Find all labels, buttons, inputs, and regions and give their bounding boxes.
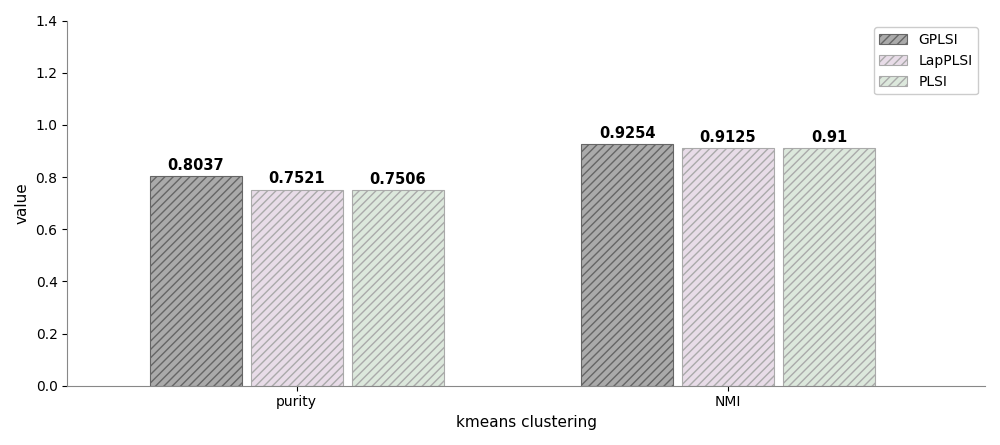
- X-axis label: kmeans clustering: kmeans clustering: [456, 415, 597, 430]
- Bar: [150, 176, 242, 386]
- Bar: [783, 148, 875, 386]
- Bar: [352, 190, 444, 386]
- Text: 0.7506: 0.7506: [369, 172, 426, 187]
- Text: 0.7521: 0.7521: [268, 171, 325, 186]
- Bar: [682, 148, 774, 386]
- Bar: [581, 144, 673, 386]
- Legend: GPLSI, LapPLSI, PLSI: GPLSI, LapPLSI, PLSI: [874, 28, 978, 94]
- Text: 0.8037: 0.8037: [167, 158, 224, 173]
- Y-axis label: value: value: [15, 182, 30, 224]
- Text: 0.9254: 0.9254: [599, 126, 655, 141]
- Bar: [251, 190, 343, 386]
- Text: 0.91: 0.91: [811, 130, 847, 145]
- Text: 0.9125: 0.9125: [700, 129, 756, 145]
